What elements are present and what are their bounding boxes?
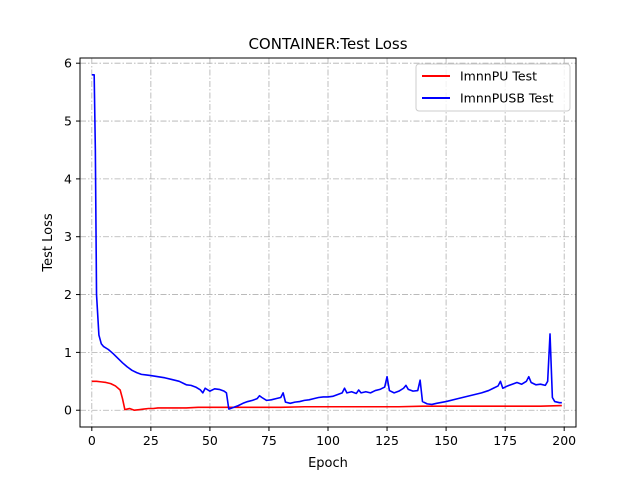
- x-tick-label: 125: [375, 433, 399, 448]
- legend-box: [415, 63, 571, 112]
- y-tick-label: 6: [64, 56, 72, 71]
- x-tick-label: 100: [316, 433, 340, 448]
- y-tick-label: 0: [64, 403, 72, 418]
- chart-title: CONTAINER:Test Loss: [248, 35, 407, 53]
- legend: ImnnPU Test ImnnPUSB Test: [415, 63, 571, 112]
- legend-label-imnnpu: ImnnPU Test: [460, 69, 537, 84]
- x-tick-label: 150: [434, 433, 458, 448]
- x-tick-label: 75: [261, 433, 277, 448]
- y-tick-label: 3: [64, 229, 72, 244]
- y-tick-label: 5: [64, 114, 72, 129]
- grid-lines: [80, 58, 576, 427]
- x-tick-label: 175: [493, 433, 517, 448]
- x-tick-label: 25: [143, 433, 159, 448]
- y-tick-label: 1: [64, 345, 72, 360]
- data-series: [91, 73, 562, 412]
- y-axis-label: Test Loss: [41, 213, 56, 272]
- x-tick-label: 200: [552, 433, 576, 448]
- y-axis-ticks: 0 1 2 3 4 5 6: [64, 56, 80, 418]
- y-tick-label: 4: [64, 171, 72, 186]
- y-tick-label: 2: [64, 287, 72, 302]
- x-axis-label: Epoch: [308, 456, 348, 471]
- x-axis-ticks: 0 25 50 75 100 125 150 175 200: [88, 427, 576, 448]
- series-line-imnnpusb-test: [91, 73, 562, 410]
- x-tick-label: 0: [88, 433, 96, 448]
- series-line-imnnpu-test: [91, 380, 562, 412]
- legend-label-imnnpusb: ImnnPUSB Test: [460, 91, 554, 106]
- x-tick-label: 50: [202, 433, 218, 448]
